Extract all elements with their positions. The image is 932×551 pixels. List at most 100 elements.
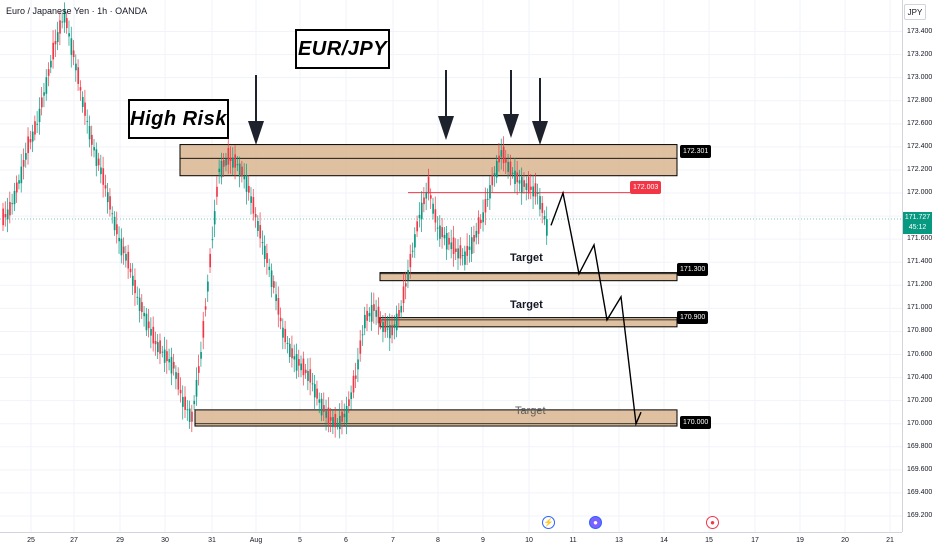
- lightning-icon[interactable]: ⚡: [542, 516, 555, 529]
- candle-body: [102, 168, 105, 185]
- time-tick: 6: [344, 537, 348, 544]
- price-tick: 170.200: [907, 396, 932, 404]
- candle-body: [147, 321, 150, 329]
- time-tick: Aug: [249, 537, 263, 544]
- candle-body: [507, 161, 510, 172]
- candle-body: [450, 242, 453, 250]
- candle-body: [277, 297, 280, 315]
- candle-body: [543, 216, 546, 220]
- candle-body: [11, 203, 14, 205]
- candle-body: [439, 225, 441, 239]
- candle-body: [311, 383, 314, 385]
- candle-body: [70, 38, 73, 55]
- candle-body: [389, 325, 391, 339]
- price-label-target-1: 171.300: [677, 263, 709, 276]
- price-tick: 171.400: [907, 258, 932, 266]
- price-axis[interactable]: 173.400 173.200 173.000 172.800 172.600 172.4…: [902, 0, 932, 532]
- flag-icon[interactable]: ●: [706, 516, 719, 529]
- candle-body: [216, 186, 218, 197]
- candle-body: [434, 209, 437, 223]
- candle-body: [200, 352, 202, 359]
- candle-body: [250, 196, 252, 203]
- candle-body: [143, 312, 146, 317]
- candle-body: [393, 324, 396, 328]
- time-axis[interactable]: 25 27 29 30 31 Aug 5 6 7 8 9 10 11 13 14 15 17 19 20 21: [0, 532, 902, 551]
- live-price-label: 171.727 45:12: [903, 212, 932, 234]
- candle-body: [207, 281, 209, 292]
- candle-body: [493, 173, 496, 177]
- price-tick: 173.000: [907, 73, 932, 81]
- candle-body: [109, 196, 111, 210]
- candle-body: [357, 359, 359, 370]
- price-tick: 172.600: [907, 119, 932, 127]
- candle-body: [79, 87, 82, 91]
- candle-body: [452, 237, 455, 255]
- candle-body: [54, 40, 57, 45]
- candle-body: [213, 211, 216, 225]
- candle-body: [268, 266, 271, 271]
- candle-body: [482, 212, 484, 223]
- candle-body: [455, 248, 457, 252]
- time-tick: 13: [615, 537, 623, 544]
- candle-body: [125, 253, 127, 261]
- target-label-1: Target: [510, 252, 543, 264]
- candle-body: [377, 306, 380, 324]
- candle-body: [284, 328, 287, 343]
- candle-body: [38, 108, 41, 123]
- candle-body: [197, 366, 200, 373]
- candle-body: [243, 175, 246, 180]
- candle-body: [475, 230, 478, 238]
- candle-body: [56, 32, 59, 43]
- candle-body: [418, 214, 421, 219]
- candle-body: [329, 417, 332, 421]
- candle-body: [527, 176, 530, 194]
- candle-body: [350, 392, 353, 400]
- candle-body: [370, 305, 373, 322]
- candle-body: [104, 185, 107, 189]
- target-1: [379, 272, 678, 282]
- candle-body: [186, 409, 189, 411]
- down-arrow-head: [503, 114, 519, 138]
- candle-body: [134, 279, 136, 294]
- candle-body: [22, 160, 25, 167]
- candle-body: [359, 340, 362, 354]
- time-tick: 21: [886, 537, 894, 544]
- candle-body: [286, 342, 289, 344]
- candle-body: [466, 245, 469, 256]
- price-tick: 171.200: [907, 281, 932, 289]
- candle-body: [254, 214, 257, 218]
- price-tick: 171.600: [907, 235, 932, 243]
- candle-body: [227, 148, 230, 165]
- price-tick: 170.600: [907, 350, 932, 358]
- price-label-current-resistance: 172.003: [630, 181, 662, 194]
- time-tick: 30: [161, 537, 169, 544]
- price-tick: 169.800: [907, 442, 932, 450]
- currency-button[interactable]: JPY: [904, 4, 926, 20]
- candle-body: [97, 158, 100, 166]
- candle-body: [448, 237, 450, 245]
- candle-body: [430, 195, 432, 199]
- candle-body: [236, 164, 239, 166]
- candle-body: [325, 411, 328, 418]
- candle-body: [279, 317, 282, 322]
- candle-body: [500, 150, 503, 157]
- time-tick: 5: [298, 537, 302, 544]
- time-tick: 31: [208, 537, 216, 544]
- candle-body: [539, 196, 541, 210]
- candle-body: [232, 157, 234, 168]
- candle-body: [63, 9, 66, 23]
- candle-body: [31, 131, 34, 142]
- down-arrow-head: [438, 116, 454, 140]
- candle-body: [423, 197, 425, 205]
- candlestick-series: [2, 2, 548, 439]
- candle-body: [307, 370, 309, 381]
- flag-icon[interactable]: ●: [589, 516, 602, 529]
- price-tick: 172.200: [907, 165, 932, 173]
- candle-body: [122, 246, 125, 254]
- candle-body: [25, 153, 27, 160]
- candle-body: [425, 191, 428, 199]
- candle-body: [295, 354, 298, 371]
- price-tick: 169.200: [907, 512, 932, 519]
- candle-body: [486, 198, 489, 200]
